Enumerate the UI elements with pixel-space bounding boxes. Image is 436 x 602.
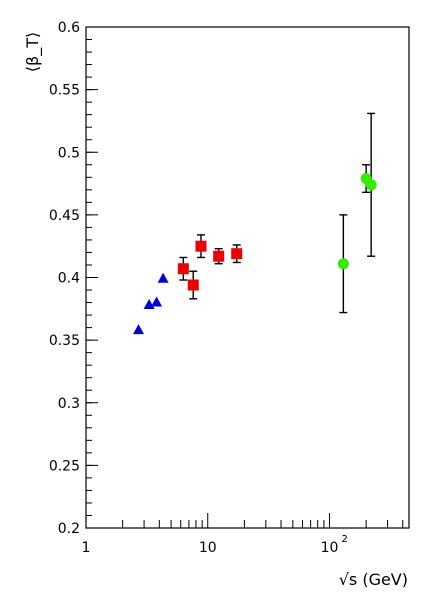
x-axis-title: √s (GeV) bbox=[339, 570, 408, 589]
y-tick-label: 0.55 bbox=[49, 83, 80, 99]
error-bars bbox=[179, 112, 376, 314]
y-tick-label: 0.45 bbox=[49, 208, 80, 224]
y-tick-label: 0.2 bbox=[58, 521, 80, 537]
y-tick-label: 0.35 bbox=[49, 333, 80, 349]
square-marker bbox=[213, 250, 225, 262]
square-marker bbox=[231, 248, 243, 260]
x-tick-label: 10 bbox=[321, 540, 339, 556]
y-tick-label: 0.6 bbox=[58, 20, 80, 36]
x-tick-label: 1 bbox=[82, 540, 91, 556]
x-tick-label: 10 bbox=[199, 540, 217, 556]
data-markers bbox=[133, 173, 377, 335]
y-tick-label: 0.3 bbox=[58, 396, 80, 412]
y-tick-label: 0.25 bbox=[49, 458, 80, 474]
circle-marker bbox=[365, 179, 377, 191]
plot-frame bbox=[85, 26, 410, 529]
triangle-marker bbox=[157, 272, 169, 283]
triangle-marker bbox=[151, 296, 163, 307]
square-marker bbox=[187, 279, 199, 291]
y-tick-label: 0.4 bbox=[58, 271, 80, 287]
circle-marker bbox=[337, 258, 349, 270]
triangle-marker bbox=[133, 324, 145, 335]
x-axis-ticks: 1 10 102 bbox=[82, 513, 404, 556]
triangle-marker bbox=[143, 299, 155, 310]
y-axis-title: ⟨β_T⟩ bbox=[23, 32, 43, 72]
y-tick-label: 0.5 bbox=[58, 145, 80, 161]
x-tick-exponent: 2 bbox=[341, 534, 347, 545]
square-marker bbox=[177, 263, 189, 275]
y-axis-ticks: 0.2 0.25 0.3 0.35 0.4 0.45 0.5 0.55 0.6 bbox=[49, 20, 98, 537]
square-marker bbox=[195, 240, 207, 252]
